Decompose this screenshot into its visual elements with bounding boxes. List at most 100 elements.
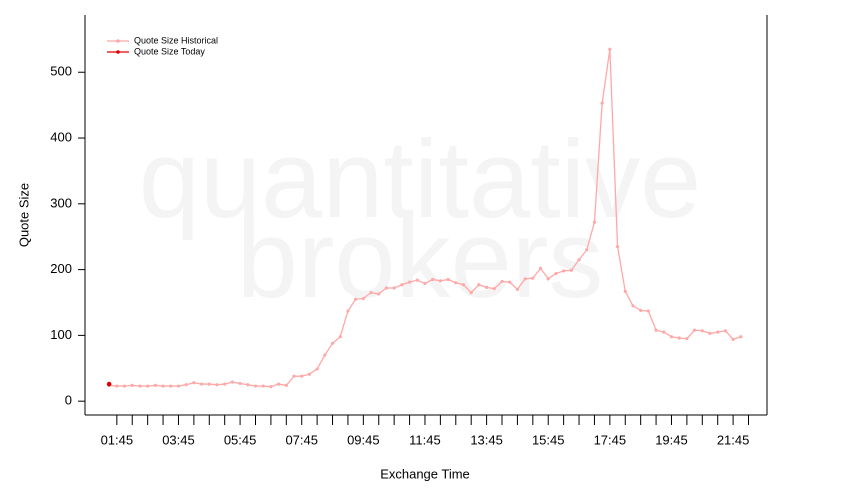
- data-point: [354, 297, 358, 301]
- data-point: [153, 383, 157, 387]
- legend-marker: [116, 50, 120, 54]
- data-point: [199, 382, 204, 386]
- y-tick-label: 0: [65, 393, 72, 408]
- x-tick-label: 03:45: [162, 432, 195, 447]
- data-point: [685, 337, 689, 341]
- y-tick-label: 200: [50, 261, 72, 276]
- data-point: [106, 381, 112, 387]
- data-point: [215, 383, 219, 387]
- legend-label: Quote Size Today: [134, 46, 205, 56]
- x-tick-label: 19:45: [655, 432, 688, 447]
- x-tick-label: 09:45: [347, 432, 380, 447]
- x-tick-label: 11:45: [409, 432, 441, 447]
- x-tick-label: 07:45: [285, 432, 318, 447]
- data-point: [446, 277, 450, 282]
- data-point: [338, 335, 342, 339]
- data-point: [238, 381, 242, 386]
- data-point: [323, 353, 327, 357]
- data-point: [677, 336, 681, 340]
- y-tick-label: 300: [50, 195, 72, 210]
- y-tick-label: 100: [50, 327, 72, 342]
- data-point: [454, 281, 458, 285]
- watermark: brokers: [237, 198, 604, 321]
- legend-marker: [116, 39, 120, 43]
- data-point: [315, 367, 319, 371]
- data-point: [130, 383, 134, 387]
- data-point: [585, 248, 589, 252]
- x-axis-label: Exchange Time: [380, 466, 470, 481]
- data-point: [723, 329, 728, 333]
- data-point: [708, 331, 712, 336]
- x-tick-label: 17:45: [594, 432, 627, 447]
- data-point: [284, 383, 288, 387]
- data-point: [330, 341, 335, 345]
- data-point: [739, 335, 743, 339]
- data-point: [192, 381, 196, 385]
- data-point: [407, 280, 412, 284]
- data-point: [277, 382, 281, 386]
- data-point: [500, 279, 504, 284]
- data-point: [569, 268, 573, 272]
- data-point: [461, 283, 466, 287]
- data-point: [253, 384, 258, 388]
- data-point: [184, 383, 188, 387]
- data-point: [577, 258, 581, 262]
- data-point: [423, 281, 427, 286]
- x-tick-label: 21:45: [717, 432, 750, 447]
- data-point: [122, 384, 127, 388]
- y-axis-label: Quote Size: [16, 183, 31, 247]
- data-point: [592, 220, 597, 224]
- data-point: [384, 286, 389, 290]
- data-point: [161, 384, 165, 388]
- data-point: [554, 271, 558, 276]
- data-point: [146, 384, 150, 388]
- data-point: [115, 384, 119, 388]
- data-point: [531, 276, 535, 280]
- data-point: [269, 385, 273, 389]
- data-point: [600, 101, 604, 105]
- data-point: [615, 244, 620, 249]
- data-point: [538, 266, 543, 270]
- data-point: [369, 291, 373, 295]
- data-point: [400, 283, 404, 287]
- data-point: [492, 287, 496, 291]
- data-point: [515, 287, 520, 291]
- data-point: [546, 277, 550, 281]
- x-tick-label: 01:45: [101, 432, 134, 447]
- data-point: [623, 289, 627, 293]
- data-point: [700, 329, 704, 333]
- x-tick-label: 15:45: [532, 432, 565, 447]
- data-point: [477, 283, 481, 287]
- data-point: [646, 309, 650, 313]
- data-point: [484, 285, 489, 289]
- data-point: [230, 380, 234, 384]
- data-point: [415, 278, 419, 282]
- data-point: [431, 277, 435, 282]
- data-point: [261, 384, 265, 388]
- data-point: [669, 335, 674, 339]
- data-point: [731, 337, 735, 341]
- data-point: [631, 304, 635, 308]
- data-point: [469, 291, 473, 295]
- data-point: [223, 382, 227, 386]
- data-point: [508, 280, 512, 284]
- data-point: [138, 384, 142, 388]
- data-point: [692, 328, 697, 332]
- x-tick-label: 05:45: [224, 432, 257, 447]
- data-point: [246, 383, 250, 387]
- x-tick-label: 13:45: [470, 432, 503, 447]
- data-point: [654, 328, 658, 332]
- y-tick-label: 400: [50, 129, 72, 144]
- data-point: [639, 308, 643, 312]
- data-point: [716, 330, 720, 334]
- data-point: [662, 330, 666, 334]
- legend-label: Quote Size Historical: [134, 35, 218, 45]
- data-point: [523, 277, 527, 281]
- data-point: [346, 309, 350, 313]
- data-point: [608, 47, 612, 51]
- data-point: [377, 292, 381, 296]
- data-point: [169, 384, 173, 388]
- data-point: [361, 296, 365, 301]
- data-point: [438, 279, 442, 283]
